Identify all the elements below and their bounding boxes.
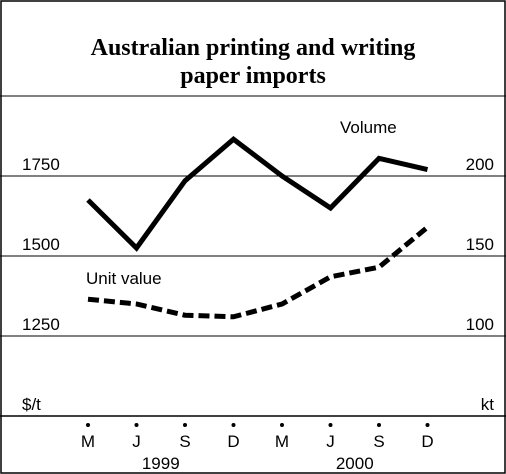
year-label: 1999 — [142, 454, 180, 473]
series-line-volume — [86, 135, 429, 252]
left-axis-unit: $/t — [22, 395, 41, 414]
series-line-unit-value — [87, 225, 430, 320]
month-tick-dot — [231, 423, 236, 427]
x-tick-label: S — [179, 432, 190, 451]
month-tick-dot — [280, 423, 284, 427]
chart-marks: Volume Unit value M J S D M J S D 1999 2000 — [81, 118, 434, 473]
year-label: 2000 — [336, 454, 374, 473]
x-tick-label: M — [81, 432, 95, 451]
right-axis-unit: kt — [481, 395, 495, 414]
left-tick-label-1750: 1750 — [22, 155, 60, 174]
x-tick-label: D — [421, 432, 433, 451]
left-tick-label-1250: 1250 — [22, 315, 60, 334]
month-tick-dot — [86, 423, 90, 427]
chart-title-line-2: paper imports — [180, 63, 326, 89]
right-tick-label-100: 100 — [466, 315, 494, 334]
month-tick-dot — [328, 423, 333, 427]
chart-title-line-1: Australian printing and writing — [91, 35, 416, 61]
left-tick-label-1500: 1500 — [22, 235, 60, 254]
x-tick-label: M — [275, 432, 289, 451]
x-tick-label: J — [132, 432, 141, 451]
right-tick-label-200: 200 — [466, 155, 494, 174]
month-tick-dot — [377, 423, 381, 427]
month-tick-dot — [425, 423, 430, 427]
series-label-volume: Volume — [340, 118, 397, 137]
x-tick-label: S — [373, 432, 384, 451]
month-tick-dot — [134, 423, 139, 427]
x-tick-label: J — [326, 432, 335, 451]
x-tick-label: D — [227, 432, 239, 451]
month-tick-dot — [183, 423, 187, 427]
right-tick-label-150: 150 — [466, 235, 494, 254]
series-label-unit-value: Unit value — [86, 269, 162, 288]
